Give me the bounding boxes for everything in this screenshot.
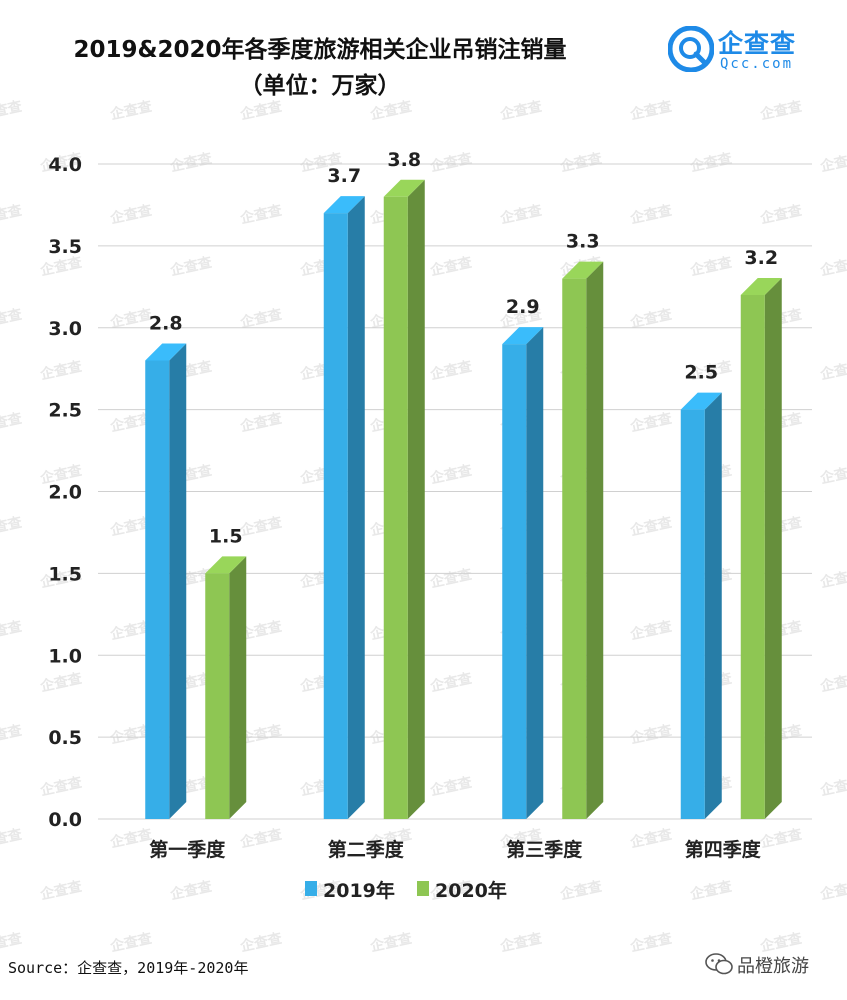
data-label: 3.3 [566,231,600,253]
category-label: 第四季度 [685,838,762,861]
data-label: 3.8 [387,149,421,171]
logo-name: 企查查 [718,29,797,58]
data-label: 2.5 [684,362,718,384]
bar [562,278,587,819]
y-tick-label: 3.0 [48,318,82,340]
legend-label: 2019年 [323,879,395,902]
bar-top [145,343,187,361]
bar-side [407,179,425,819]
bar-top [502,327,544,345]
bar-top [205,556,247,574]
y-tick-label: 1.5 [48,563,82,585]
bar [740,295,765,819]
wechat-label: 品橙旅游 [737,956,809,977]
data-label: 2.9 [506,296,540,318]
legend-label: 2020年 [435,879,507,902]
y-tick-label: 0.5 [48,727,82,749]
legend-swatch [305,881,317,896]
logo-domain: Qcc.com [720,56,794,72]
data-label: 3.7 [327,165,361,187]
wechat-icon [705,953,733,975]
bar-side [704,392,722,819]
bar [323,213,348,819]
chart-title: 2019&2020年各季度旅游相关企业吊销注销量 [73,37,567,63]
category-label: 第三季度 [506,838,583,861]
y-tick-label: 2.0 [48,482,82,504]
bar-side [347,196,365,819]
bar-side [526,327,544,819]
data-label: 2.8 [149,313,183,335]
bar-top [383,179,425,197]
y-tick-label: 2.5 [48,400,82,422]
category-label: 第一季度 [149,838,226,861]
bar-top [740,278,782,295]
qcc-logo-icon [668,26,714,72]
bar [680,409,705,819]
data-label: 3.2 [744,247,778,269]
bar [205,573,230,819]
y-tick-label: 3.5 [48,236,82,258]
qcc-logo: 企查查 Qcc.com [668,22,818,78]
source-note: Source：企查查，2019年-2020年 [8,959,249,977]
bar [502,344,527,819]
y-tick-label: 0.0 [48,809,82,831]
legend-swatch [417,881,429,896]
category-label: 第二季度 [328,838,405,861]
bar-side [229,556,247,819]
bar-top [680,392,722,410]
chart-subtitle: （单位：万家） [239,73,401,99]
bar-side [586,261,604,819]
bar [145,360,170,819]
bar-side [764,278,782,819]
bar-top [562,261,604,279]
bar [383,196,408,819]
data-label: 1.5 [209,525,243,547]
bar-side [169,343,187,819]
bar-top [323,196,365,214]
y-tick-label: 4.0 [48,154,82,176]
y-tick-label: 1.0 [48,645,82,667]
